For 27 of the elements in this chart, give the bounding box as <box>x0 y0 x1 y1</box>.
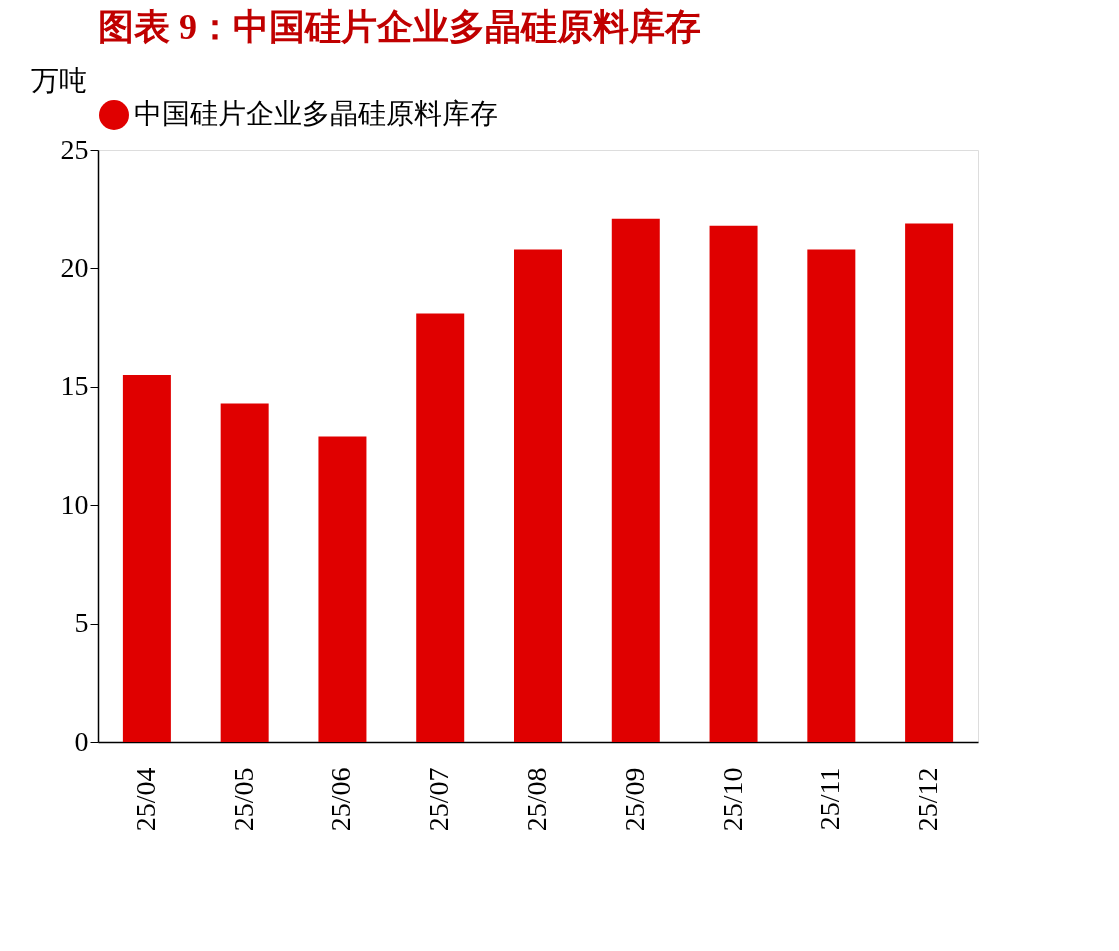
y-tick-label: 0 <box>74 725 89 757</box>
x-tick-label: 25/10 <box>716 767 748 832</box>
x-tick-label: 25/08 <box>521 767 552 832</box>
bar <box>905 223 954 742</box>
bar <box>318 436 367 742</box>
x-tick-label: 25/07 <box>423 767 455 832</box>
x-tick-label: 25/04 <box>129 767 161 832</box>
x-tick-label: 25/09 <box>618 767 650 832</box>
bar <box>807 249 856 742</box>
y-tick-label: 25 <box>60 133 89 165</box>
y-tick-label: 20 <box>60 251 89 283</box>
x-tick-label: 25/11 <box>814 767 846 831</box>
bar <box>514 249 562 742</box>
chart-title: 图表 9：中国硅片企业多晶硅原料库存 <box>98 7 701 47</box>
y-tick-label: 10 <box>60 488 89 520</box>
y-tick-label: 5 <box>74 607 89 639</box>
bar <box>416 313 465 742</box>
bar <box>709 225 758 742</box>
y-tick-label: 15 <box>60 370 89 402</box>
bar <box>611 218 660 742</box>
x-tick-label: 25/12 <box>912 767 944 832</box>
x-tick-label: 25/06 <box>325 767 357 832</box>
bar <box>220 403 269 742</box>
y-axis-title: 万吨 <box>30 64 87 96</box>
bar <box>122 374 171 742</box>
legend-label: 中国硅片企业多晶硅原料库存 <box>134 98 498 129</box>
x-tick-label: 25/05 <box>227 767 259 832</box>
